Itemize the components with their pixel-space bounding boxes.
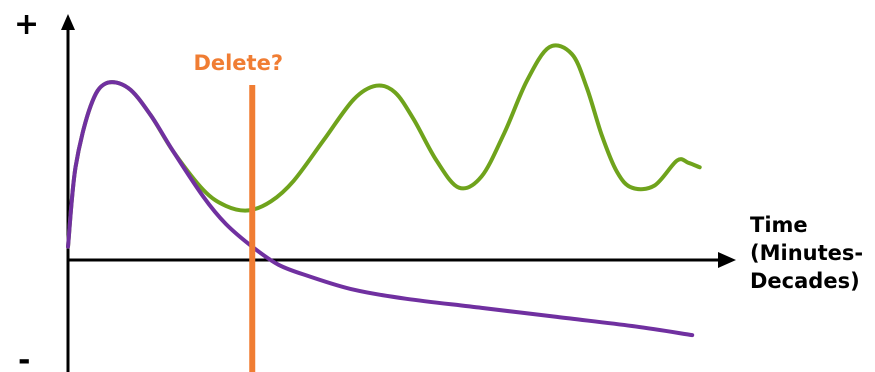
- y-axis-arrowhead: [61, 14, 75, 30]
- x-axis-title-line-1: Time: [750, 213, 808, 237]
- x-axis-title-line-3: Decades): [750, 269, 860, 293]
- y-axis-plus-label: +: [14, 7, 39, 42]
- delete-marker-label: Delete?: [193, 51, 283, 75]
- y-axis-minus-label: -: [18, 343, 30, 372]
- series-line-purple: [66, 80, 695, 338]
- series-line-green: [66, 43, 702, 249]
- x-axis-arrowhead: [718, 252, 736, 268]
- x-axis-title-line-2: (Minutes-: [750, 241, 863, 265]
